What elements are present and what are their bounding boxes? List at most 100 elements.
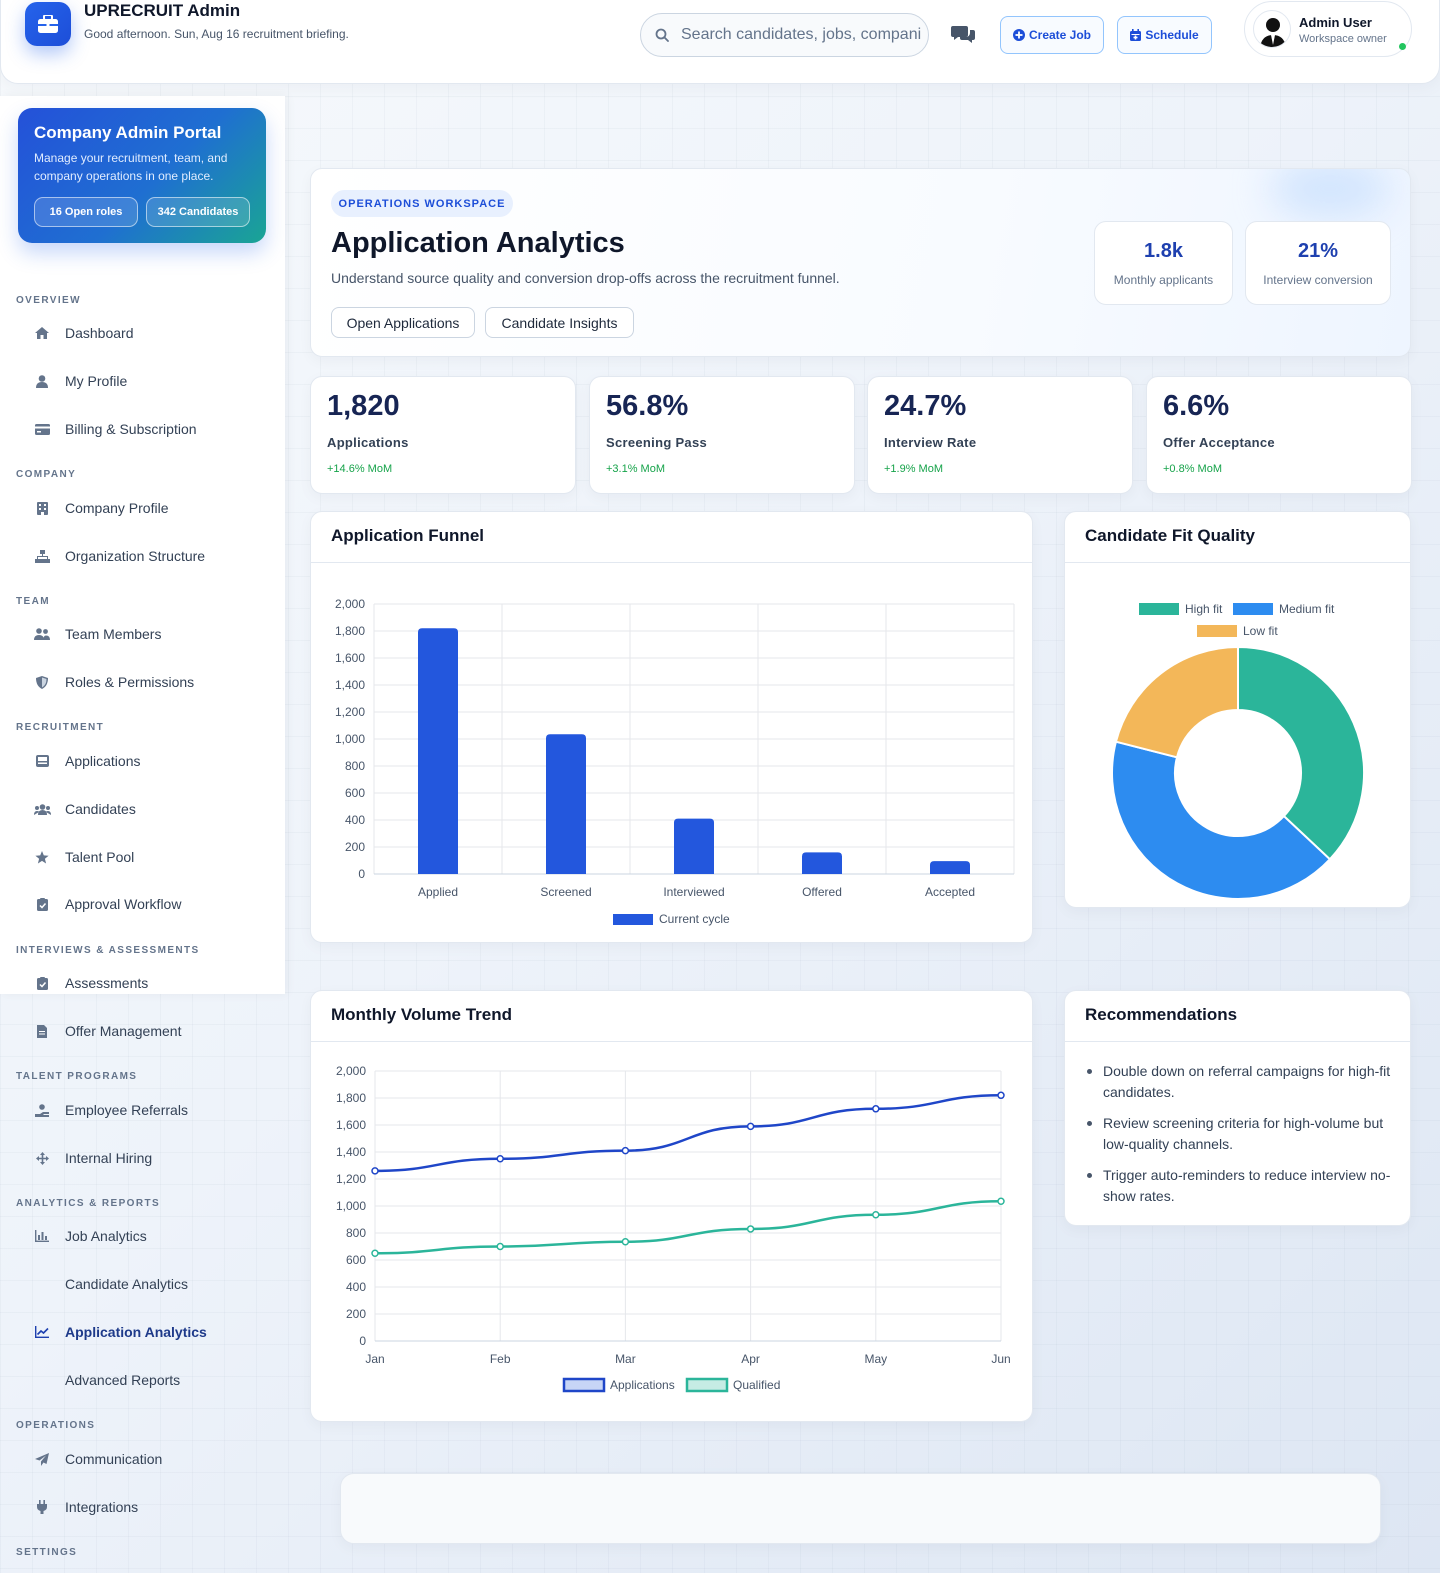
sidebar-item-label: My Profile <box>65 373 128 389</box>
donut-slice <box>1114 645 1239 759</box>
data-point <box>371 1167 379 1175</box>
shield-icon <box>32 675 52 689</box>
bar <box>418 628 458 874</box>
sidebar-item-candidate-analytics[interactable]: Candidate Analytics <box>32 1272 188 1296</box>
sidebar-item-talent-pool[interactable]: Talent Pool <box>32 845 134 869</box>
x-tick-label: Offered <box>802 885 842 899</box>
sidebar-item-label: Advanced Reports <box>65 1372 181 1388</box>
sidebar-item-applications[interactable]: Applications <box>32 749 141 773</box>
open-applications-button[interactable]: Open Applications <box>331 307 475 338</box>
sidebar-item-label: Approval Workflow <box>65 896 182 912</box>
sidebar-item-label: Billing & Subscription <box>65 421 197 437</box>
sidebar-item-integrations[interactable]: Integrations <box>32 1495 138 1519</box>
y-tick-label: 2,000 <box>336 1064 366 1078</box>
sidebar-item-company-profile[interactable]: Company Profile <box>32 496 169 520</box>
section-settings: SETTINGS <box>16 1547 78 1558</box>
monthly-trend-card: Monthly Volume Trend 0 200 400 600 800 1,000 1… <box>310 990 1033 1422</box>
page-title: Application Analytics <box>331 227 625 259</box>
create-job-button[interactable]: Create Job <box>1000 16 1104 54</box>
list-item: Trigger auto-reminders to reduce intervi… <box>1085 1165 1395 1207</box>
series-line <box>374 1200 1002 1255</box>
user-menu[interactable]: Admin User Workspace owner <box>1244 1 1412 57</box>
candidates-pill[interactable]: 342 Candidates <box>146 197 250 227</box>
section-analytics: ANALYTICS & REPORTS <box>16 1198 161 1209</box>
user-hand-icon <box>32 1103 52 1117</box>
candidate-fit-card: Candidate Fit Quality High fit Medium fit… <box>1064 511 1411 908</box>
arrows-icon <box>32 1151 52 1165</box>
sidebar-item-offer-management[interactable]: Offer Management <box>32 1019 181 1043</box>
kpi-delta: +3.1% MoM <box>606 463 665 475</box>
sidebar-item-dashboard[interactable]: Dashboard <box>32 321 134 345</box>
sidebar-item-label: Communication <box>65 1451 163 1467</box>
kpi-value: 56.8% <box>606 390 689 422</box>
sidebar-item-label: Assessments <box>65 975 149 991</box>
data-point <box>621 1238 630 1246</box>
y-tick-label: 200 <box>345 840 365 854</box>
data-point <box>496 1242 504 1251</box>
sidebar-item-label: Employee Referrals <box>65 1102 188 1118</box>
calendar-icon <box>1130 29 1142 41</box>
sidebar-item-employee-referrals[interactable]: Employee Referrals <box>32 1098 188 1122</box>
star-icon <box>32 850 52 864</box>
legend-swatch <box>562 1377 606 1393</box>
create-job-label: Create Job <box>1028 28 1092 42</box>
y-tick-label: 1,000 <box>335 732 365 746</box>
sidebar-item-label: Roles & Permissions <box>65 674 195 690</box>
x-tick-label: Feb <box>490 1352 511 1366</box>
kpi-delta: +1.9% MoM <box>884 463 943 475</box>
y-tick-label: 1,200 <box>335 705 365 719</box>
search-input[interactable] <box>681 26 921 44</box>
y-tick-label: 1,400 <box>335 678 365 692</box>
series-line <box>374 1094 1002 1173</box>
online-status-dot <box>1399 43 1406 50</box>
sidebar-item-advanced-reports[interactable]: Advanced Reports <box>32 1368 180 1392</box>
sidebar-item-communication[interactable]: Communication <box>32 1447 162 1471</box>
x-tick-label: Apr <box>741 1352 760 1366</box>
card-header: Candidate Fit Quality <box>1065 512 1410 563</box>
x-tick-label: May <box>864 1352 887 1366</box>
section-talent-programs: TALENT PROGRAMS <box>16 1071 138 1082</box>
y-tick-label: 400 <box>345 813 365 827</box>
portal-title: Company Admin Portal <box>34 123 222 142</box>
sidebar-item-my-profile[interactable]: My Profile <box>32 369 127 393</box>
sidebar-item-internal-hiring[interactable]: Internal Hiring <box>32 1146 152 1170</box>
open-roles-pill[interactable]: 16 Open roles <box>34 197 138 227</box>
y-tick-label: 1,600 <box>335 651 365 665</box>
user-name: Admin User <box>1299 15 1372 30</box>
sidebar-item-organization[interactable]: Organization Structure <box>32 544 205 568</box>
sidebar-item-approval-workflow[interactable]: Approval Workflow <box>32 892 181 916</box>
recommendations-card: Recommendations Double down on referral … <box>1064 990 1411 1226</box>
sidebar-item-billing[interactable]: Billing & Subscription <box>32 417 197 441</box>
kpi-value: 6.6% <box>1163 390 1230 422</box>
y-tick-label: 1,800 <box>335 624 365 638</box>
sidebar-item-assessments[interactable]: Assessments <box>32 971 148 995</box>
legend-label: Qualified <box>733 1378 780 1392</box>
candidate-insights-button[interactable]: Candidate Insights <box>485 307 634 338</box>
kpi-label: Offer Acceptance <box>1163 435 1275 450</box>
sidebar-item-label: Applications <box>65 753 141 769</box>
sidebar-item-job-analytics[interactable]: Job Analytics <box>32 1224 147 1248</box>
stat-label: Monthly applicants <box>1113 273 1214 287</box>
list-item: Review screening criteria for high-volum… <box>1085 1113 1395 1155</box>
briefcase-icon <box>25 2 71 46</box>
sidebar-item-roles[interactable]: Roles & Permissions <box>32 670 194 694</box>
bar <box>674 818 714 874</box>
legend-label: Current cycle <box>659 912 730 926</box>
sidebar-item-team-members[interactable]: Team Members <box>32 622 161 646</box>
search-box[interactable] <box>640 13 929 57</box>
kpi-offer-acceptance: 6.6% Offer Acceptance +0.8% MoM <box>1146 376 1412 494</box>
sidebar-panel <box>0 96 285 994</box>
x-tick-label: Applied <box>418 885 458 899</box>
x-tick-label: Accepted <box>925 885 975 899</box>
section-operations: OPERATIONS <box>16 1420 96 1431</box>
legend-swatch <box>1197 625 1237 637</box>
schedule-button[interactable]: Schedule <box>1117 16 1212 54</box>
x-tick-label: Jun <box>991 1352 1010 1366</box>
chat-icon[interactable] <box>951 24 977 49</box>
sidebar-item-application-analytics[interactable]: Application Analytics <box>32 1320 207 1344</box>
sidebar-item-candidates[interactable]: Candidates <box>32 797 136 821</box>
section-company: COMPANY <box>16 469 77 480</box>
bar <box>930 861 970 874</box>
search-icon <box>655 28 669 42</box>
